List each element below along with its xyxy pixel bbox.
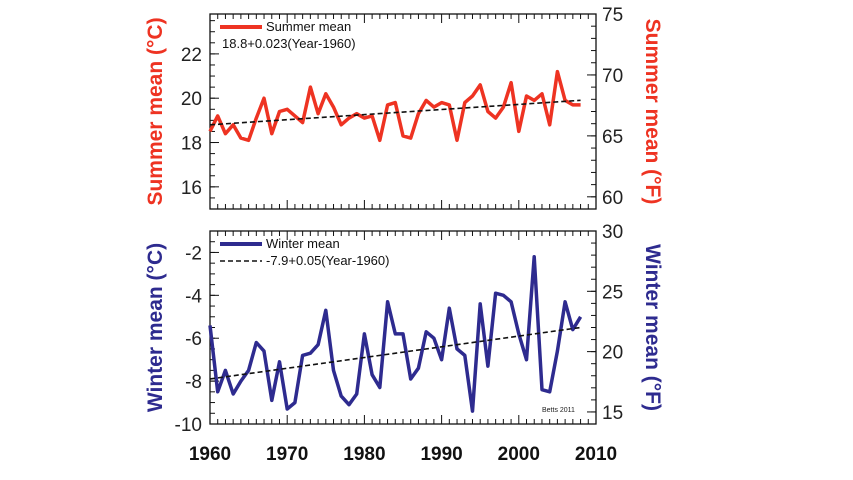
y2-tick-label: 15 <box>602 403 623 424</box>
winter-ylabel-right: Winter mean (°F) <box>641 244 664 411</box>
y-tick-label: -6 <box>185 329 202 350</box>
y2-tick-label: 60 <box>602 188 623 209</box>
y-tick-label: 18 <box>181 134 202 155</box>
x-tick-label: 2010 <box>575 444 617 465</box>
y-tick-label: -4 <box>185 286 202 307</box>
summer-panel: 16 18 20 22 60 65 70 75 Summer mean 18.8+0.023(Ye… <box>144 5 664 210</box>
winter-panel: -10 -8 -6 -4 -2 15 20 25 30 Winter mean -7.9+0.05(… <box>144 222 664 436</box>
x-tick-label: 2000 <box>498 444 540 465</box>
summer-legend-label: Summer mean <box>266 19 351 34</box>
y-tick-label: -8 <box>185 372 202 393</box>
winter-legend-label: Winter mean <box>266 236 340 251</box>
winter-mean-line <box>208 254 583 413</box>
winter-ylabel-left: Winter mean (°C) <box>144 243 167 412</box>
y2-tick-label: 30 <box>602 222 623 243</box>
y-tick-label: -2 <box>185 243 202 264</box>
y2-tick-label: 75 <box>602 5 623 26</box>
x-tick-label: 1990 <box>420 444 462 465</box>
summer-trend-line <box>209 99 581 126</box>
y2-tick-label: 25 <box>602 282 623 303</box>
y-tick-label: 16 <box>181 178 202 199</box>
y2-tick-label: 20 <box>602 343 623 364</box>
x-tick-label: 1980 <box>343 444 385 465</box>
summer-trend-label: 18.8+0.023(Year-1960) <box>222 36 356 51</box>
y-tick-label: 22 <box>181 45 202 66</box>
y2-tick-label: 70 <box>602 66 623 87</box>
winter-trend-line <box>209 326 581 380</box>
summer-mean-line <box>208 69 581 143</box>
x-tick-label: 1970 <box>266 444 308 465</box>
year-axis: 1960 1970 1980 1990 2000 2010 <box>189 444 617 465</box>
summer-ylabel-right: Summer mean (°F) <box>641 19 664 205</box>
winter-trend-label: -7.9+0.05(Year-1960) <box>266 253 389 268</box>
y-tick-label: -10 <box>175 415 202 436</box>
credit-text: Betts 2011 <box>542 407 575 414</box>
x-tick-label: 1960 <box>189 444 231 465</box>
y-tick-label: 20 <box>181 89 202 110</box>
summer-ylabel-left: Summer mean (°C) <box>144 17 167 205</box>
y2-tick-label: 65 <box>602 127 623 148</box>
